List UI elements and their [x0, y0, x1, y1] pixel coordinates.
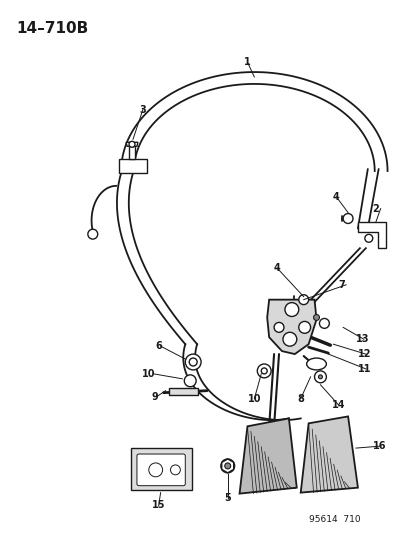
Text: 7: 7 [337, 280, 344, 290]
Circle shape [313, 314, 319, 320]
Circle shape [298, 321, 310, 333]
Polygon shape [266, 300, 316, 354]
Text: 8: 8 [297, 393, 304, 403]
Text: 16: 16 [372, 441, 385, 451]
Text: 4: 4 [332, 192, 339, 201]
Text: 14: 14 [331, 400, 344, 409]
Circle shape [220, 459, 234, 473]
Circle shape [319, 318, 328, 328]
Text: 13: 13 [355, 334, 368, 344]
Circle shape [224, 463, 230, 469]
Circle shape [129, 141, 135, 147]
Circle shape [184, 375, 196, 387]
FancyBboxPatch shape [137, 454, 185, 486]
Circle shape [148, 463, 162, 477]
Text: 6: 6 [155, 341, 162, 351]
Text: 14–710B: 14–710B [17, 21, 89, 36]
Polygon shape [131, 448, 192, 490]
Text: 3: 3 [139, 104, 146, 115]
Circle shape [318, 375, 322, 379]
Polygon shape [239, 418, 296, 494]
FancyBboxPatch shape [168, 387, 198, 394]
Circle shape [298, 295, 308, 304]
Circle shape [170, 465, 180, 475]
Polygon shape [357, 222, 385, 248]
Circle shape [342, 214, 352, 223]
Circle shape [88, 229, 97, 239]
Text: 9: 9 [152, 392, 158, 402]
Polygon shape [126, 142, 138, 146]
Ellipse shape [306, 358, 325, 370]
Circle shape [314, 371, 325, 383]
Text: 1: 1 [244, 57, 250, 67]
Circle shape [364, 235, 372, 243]
Circle shape [282, 332, 296, 346]
Polygon shape [221, 459, 233, 473]
Circle shape [257, 364, 271, 378]
Polygon shape [300, 416, 357, 492]
Text: 4: 4 [273, 263, 280, 273]
FancyBboxPatch shape [129, 146, 135, 159]
Text: 2: 2 [372, 204, 379, 214]
Circle shape [284, 303, 298, 317]
Text: 10: 10 [142, 369, 155, 379]
Circle shape [273, 322, 283, 332]
Circle shape [189, 358, 197, 366]
Circle shape [185, 354, 201, 370]
Text: 11: 11 [357, 364, 370, 374]
Circle shape [261, 368, 266, 374]
Text: 12: 12 [357, 349, 370, 359]
Text: 95614  710: 95614 710 [308, 515, 359, 524]
Text: 10: 10 [247, 393, 261, 403]
Text: 15: 15 [152, 500, 165, 511]
Text: 5: 5 [224, 492, 230, 503]
FancyBboxPatch shape [119, 159, 147, 173]
